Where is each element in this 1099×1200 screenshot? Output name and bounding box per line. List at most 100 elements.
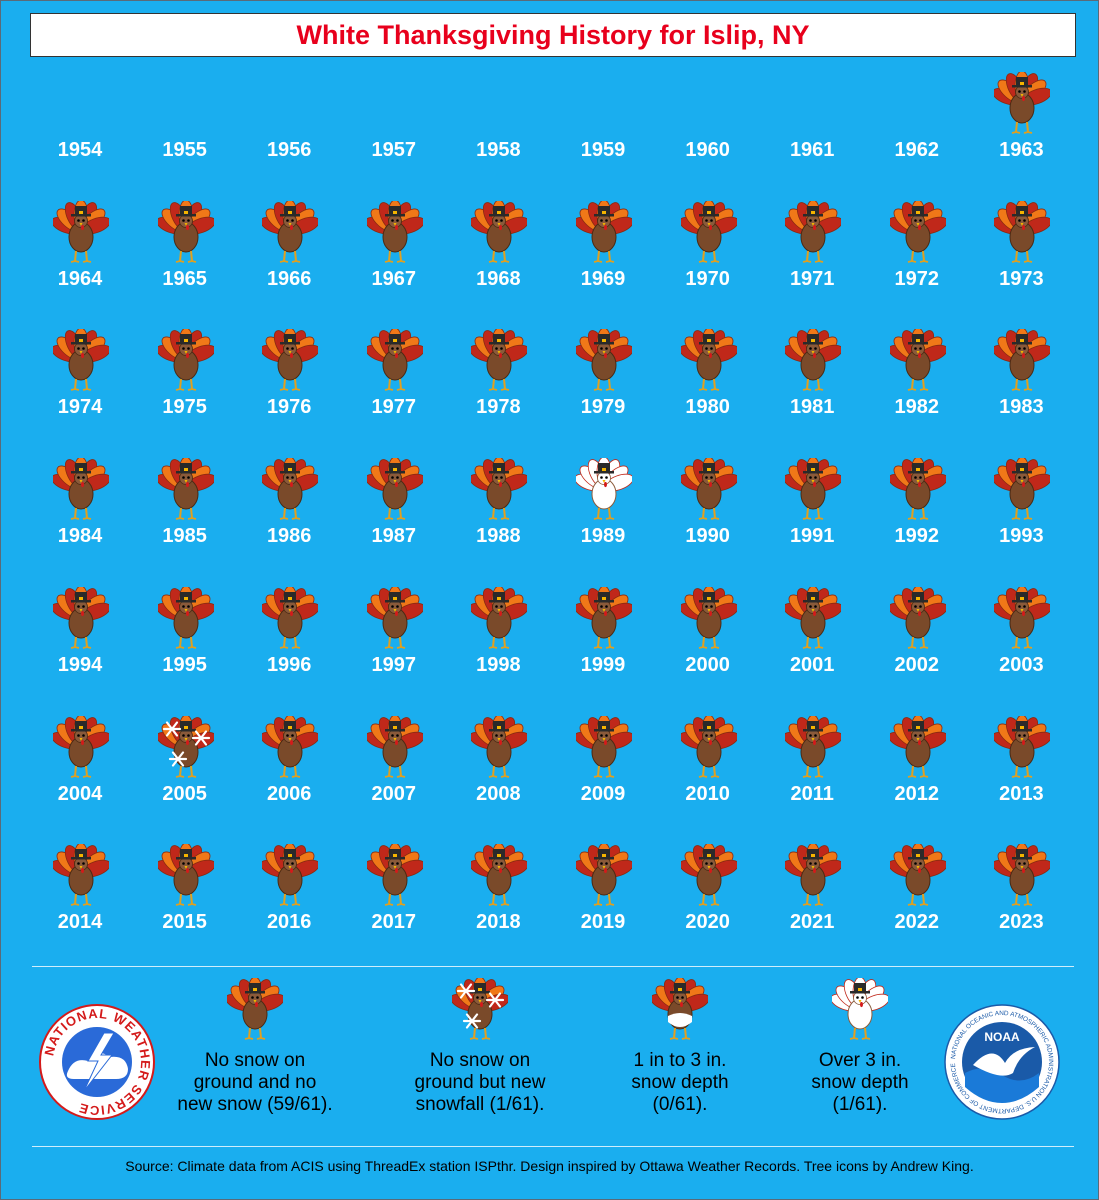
turkey-icon xyxy=(366,329,423,392)
year-cell: 2023 xyxy=(969,844,1073,962)
turkey-icon xyxy=(53,586,109,649)
year-cell: 2009 xyxy=(551,715,655,834)
year-cell: 1979 xyxy=(551,329,655,447)
year-cell: 1988 xyxy=(446,458,550,576)
turkey-icon xyxy=(785,200,842,263)
year-cell: 2016 xyxy=(237,844,341,962)
year-label: 2022 xyxy=(894,911,940,934)
year-cell: 1958 xyxy=(446,72,550,190)
year-label: 2019 xyxy=(580,911,626,934)
year-cell: 1984 xyxy=(28,458,132,576)
year-cell: 1964 xyxy=(28,200,132,319)
turkey-icon xyxy=(576,329,632,392)
year-cell: 1996 xyxy=(237,586,341,705)
year-label: 2012 xyxy=(894,782,940,805)
year-label: 1970 xyxy=(685,267,730,290)
year-label: 1995 xyxy=(162,653,207,676)
year-label: 2009 xyxy=(580,782,626,805)
year-cell: 1971 xyxy=(760,200,864,319)
turkey-icon xyxy=(366,844,423,907)
year-label: 1973 xyxy=(999,267,1044,290)
year-label: 2015 xyxy=(162,911,207,934)
turkey-icon xyxy=(576,200,632,263)
turkey-icon xyxy=(366,715,423,778)
turkey-icon xyxy=(785,329,842,392)
year-label: 1997 xyxy=(371,653,417,676)
legend-label: Over 3 in. snow depth (1/61). xyxy=(811,1050,909,1115)
year-label: 1965 xyxy=(162,267,207,290)
turkey-icon xyxy=(157,329,214,392)
year-cell: 1987 xyxy=(342,458,446,576)
year-grid: 1954 1955 1956 1957 1958 1959 1960 1961 1962 1963… xyxy=(28,72,1074,942)
year-label: 2002 xyxy=(894,653,940,676)
year-label: 1975 xyxy=(162,396,207,419)
year-cell: 1968 xyxy=(446,200,550,319)
year-cell: 2004 xyxy=(28,715,132,834)
turkey-icon xyxy=(785,458,842,520)
year-cell: 2000 xyxy=(656,586,760,705)
year-cell: 1994 xyxy=(28,586,132,705)
year-cell: 1986 xyxy=(237,458,341,576)
year-cell: 2017 xyxy=(342,844,446,962)
turkey-icon xyxy=(471,586,528,649)
turkey-icon xyxy=(785,844,842,907)
turkey-icon xyxy=(680,586,737,649)
turkey-icon xyxy=(785,715,842,778)
year-cell: 2013 xyxy=(969,715,1073,834)
turkey-icon xyxy=(157,586,214,649)
legend-label: No snow on ground and no new snow (59/61). xyxy=(177,1050,333,1115)
year-label: 2020 xyxy=(685,911,730,934)
year-cell: 2018 xyxy=(446,844,550,962)
year-label: 1989 xyxy=(580,525,626,548)
year-cell: 2006 xyxy=(237,715,341,834)
legend-item-over3: Over 3 in. snow depth (1/61). xyxy=(775,978,945,1116)
turkey-icon xyxy=(994,72,1051,134)
year-label: 2010 xyxy=(685,782,730,805)
year-cell: 1975 xyxy=(133,329,237,447)
year-cell: 1959 xyxy=(551,72,655,190)
year-cell: 2005 xyxy=(133,715,237,834)
turkey-icon xyxy=(576,586,632,649)
turkey-icon xyxy=(471,458,528,520)
turkey-icon xyxy=(994,715,1051,778)
year-cell: 1966 xyxy=(237,200,341,319)
year-label: 1966 xyxy=(266,267,312,290)
year-label: 2014 xyxy=(57,911,103,934)
year-cell: 1967 xyxy=(342,200,446,319)
year-label: 2005 xyxy=(162,782,207,805)
year-cell: 1993 xyxy=(969,458,1073,576)
year-label: 1954 xyxy=(57,139,103,161)
year-cell: 1970 xyxy=(656,200,760,319)
year-cell: 1981 xyxy=(760,329,864,447)
year-cell: 1983 xyxy=(969,329,1073,447)
turkey-icon xyxy=(889,844,946,907)
turkey-icon xyxy=(785,586,842,649)
turkey-icon xyxy=(366,586,423,649)
year-cell: 1980 xyxy=(656,329,760,447)
year-cell: 1972 xyxy=(865,200,969,319)
turkey-icon xyxy=(994,844,1051,907)
turkey-icon xyxy=(680,844,737,907)
turkey-icon xyxy=(262,458,319,520)
year-label: 2000 xyxy=(685,653,730,676)
year-cell: 1985 xyxy=(133,458,237,576)
year-cell: 2010 xyxy=(656,715,760,834)
year-cell: 1973 xyxy=(969,200,1073,319)
year-cell: 1954 xyxy=(28,72,132,190)
year-label: 1959 xyxy=(580,139,626,161)
year-label: 1961 xyxy=(789,139,835,161)
year-label: 1960 xyxy=(685,139,730,161)
noaa-logo: NOAA NATIONAL OCEANIC AND ATMOSPHERIC AD… xyxy=(944,1004,1060,1120)
chart-title: White Thanksgiving History for Islip, NY xyxy=(296,19,810,50)
nws-logo: NATIONAL WEATHER SERVICE xyxy=(39,1004,155,1120)
year-cell: 1995 xyxy=(133,586,237,705)
turkey-icon xyxy=(680,715,737,778)
turkey-icon xyxy=(53,844,109,907)
year-label: 1964 xyxy=(57,267,103,290)
turkey-icon xyxy=(53,715,109,778)
year-label: 1985 xyxy=(162,525,207,548)
year-cell: 2001 xyxy=(760,586,864,705)
turkey-icon xyxy=(157,458,214,520)
year-label: 1974 xyxy=(57,396,103,419)
year-cell: 1976 xyxy=(237,329,341,447)
